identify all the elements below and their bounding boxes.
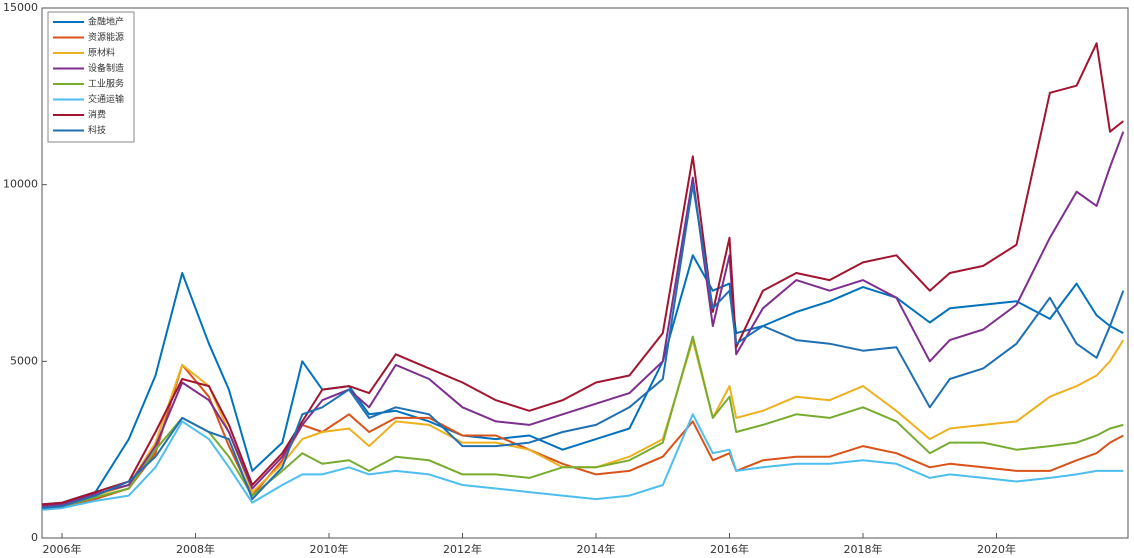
series-line xyxy=(41,254,1124,506)
legend-box xyxy=(47,11,135,143)
legend-label: 工业服务 xyxy=(88,78,124,90)
series-line xyxy=(41,42,1124,506)
legend-label: 资源能源 xyxy=(88,31,124,43)
y-tick-label: 5000 xyxy=(10,354,38,367)
legend-label: 设备制造 xyxy=(88,62,124,74)
series-line xyxy=(41,363,1124,511)
legend-label: 交通运输 xyxy=(88,93,124,105)
x-tick-label: 2020年 xyxy=(977,542,1016,556)
x-tick-label: 2006年 xyxy=(43,542,82,556)
series-line xyxy=(41,183,1125,509)
y-tick-label: 0 xyxy=(31,531,38,544)
x-tick-label: 2014年 xyxy=(577,542,616,556)
series-line xyxy=(41,413,1124,511)
legend-label: 科技 xyxy=(88,124,106,136)
plot-area xyxy=(41,7,1129,539)
legend-label: 金融地产 xyxy=(88,16,124,28)
legend-label: 消费 xyxy=(88,109,106,121)
x-tick-label: 2012年 xyxy=(443,542,482,556)
x-tick-label: 2008年 xyxy=(176,542,215,556)
series-line xyxy=(41,335,1124,509)
x-tick-label: 2016年 xyxy=(710,542,749,556)
legend-label: 原材料 xyxy=(88,47,115,59)
y-tick-label: 10000 xyxy=(3,178,38,191)
x-tick-label: 2018年 xyxy=(844,542,883,556)
series-line xyxy=(41,131,1125,508)
y-tick-label: 15000 xyxy=(3,1,38,14)
x-tick-label: 2010年 xyxy=(310,542,349,556)
